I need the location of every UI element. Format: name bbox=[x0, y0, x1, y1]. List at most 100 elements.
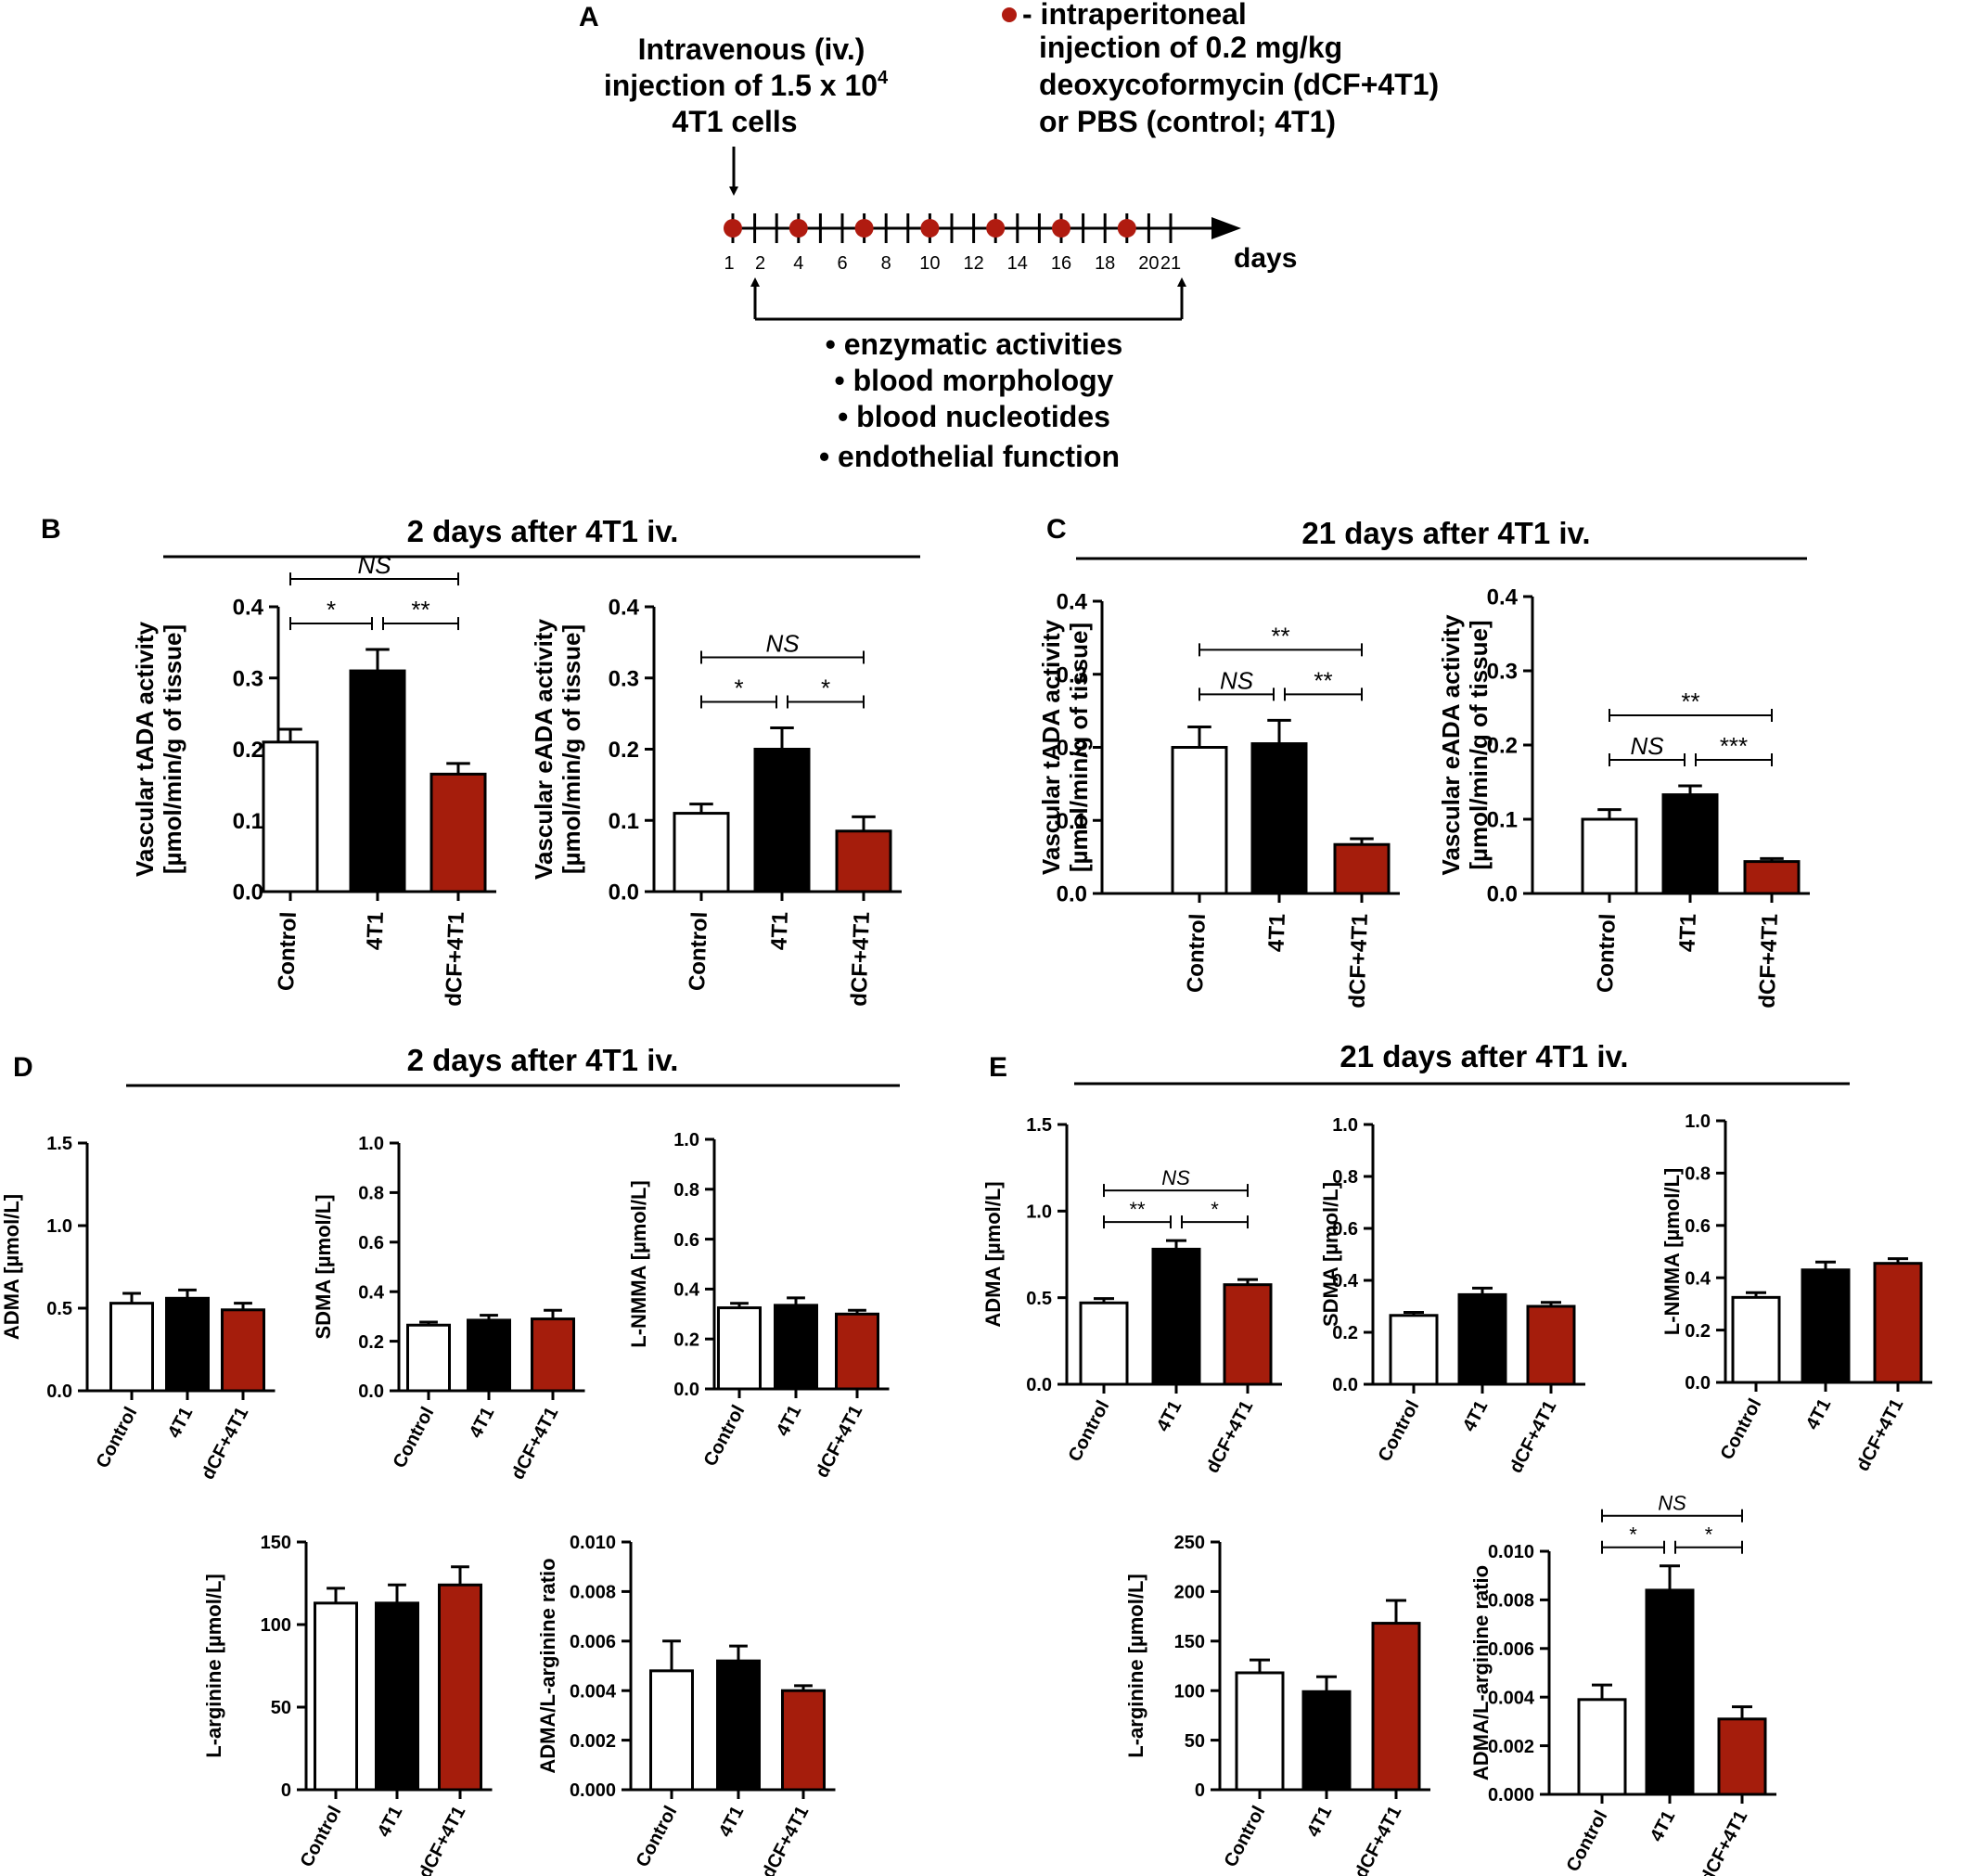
significance-label: ** bbox=[411, 596, 429, 623]
y-axis-label: ADMA [µmol/L] bbox=[0, 1194, 23, 1340]
day-tick-label: 16 bbox=[1051, 253, 1071, 274]
y-tick-label: 0.2 bbox=[673, 1330, 699, 1350]
injection-dot bbox=[854, 219, 874, 238]
measurement-list: • enzymatic activities • blood morpholog… bbox=[819, 328, 1122, 473]
x-tick-label: 4T1 bbox=[715, 1803, 749, 1841]
bar-dcf-4t1 bbox=[1333, 842, 1391, 895]
y-tick-label: 0.0 bbox=[609, 880, 639, 906]
x-tick-label: 4T1 bbox=[1153, 1397, 1186, 1435]
day-tick-label: 10 bbox=[919, 253, 940, 274]
timeline-injection-dots bbox=[724, 219, 1136, 238]
bar-dcf-4t1 bbox=[1526, 1304, 1576, 1386]
y-tick-label: 150 bbox=[1174, 1632, 1205, 1652]
bar-4t1 bbox=[1645, 1588, 1695, 1796]
bar-dcf-4t1 bbox=[1223, 1283, 1273, 1386]
y-axis-label: Vascular eADA activity bbox=[530, 619, 558, 880]
y-tick-label: 0.0 bbox=[233, 880, 263, 906]
y-tick-label: 0.5 bbox=[46, 1299, 72, 1319]
significance-label: NS bbox=[1630, 732, 1664, 760]
bar-dcf-4t1 bbox=[1873, 1262, 1923, 1384]
chart-e-larginine: 0 50 100 150 200 250 Control 4T1 dCF+4T1 L-argini… bbox=[1124, 1533, 1430, 1876]
bar-control bbox=[1577, 1698, 1627, 1796]
y-tick-label: 0.6 bbox=[358, 1233, 384, 1253]
y-tick-label: 0.1 bbox=[1057, 809, 1087, 834]
days-label: days bbox=[1234, 243, 1297, 274]
x-tick-label: dCF+4T1 bbox=[507, 1404, 562, 1483]
x-tick-label: 4T1 bbox=[374, 1803, 407, 1841]
panel-a: A Intravenous (iv.) injection of 1.5 x 1… bbox=[579, 0, 1439, 473]
section-c-header: C 21 days after 4T1 iv. bbox=[1046, 514, 1807, 560]
section-d-title: 2 days after 4T1 iv. bbox=[407, 1043, 679, 1077]
bar-control bbox=[1389, 1314, 1439, 1386]
section-e-header: E 21 days after 4T1 iv. bbox=[989, 1039, 1850, 1086]
bar-4t1 bbox=[1301, 1690, 1352, 1792]
y-axis-label: Vascular eADA activity bbox=[1437, 614, 1465, 875]
bar-control bbox=[1581, 817, 1638, 895]
y-tick-label: 0.2 bbox=[609, 738, 639, 763]
chart-c-tada: 0.0 0.1 0.2 0.3 0.4 Control 4T1 dCF+4T1 Vascular… bbox=[1037, 590, 1400, 1009]
x-tick-label: 4T1 bbox=[1647, 1807, 1680, 1845]
bar-dcf-4t1 bbox=[781, 1689, 826, 1792]
y-tick-label: 0.6 bbox=[1332, 1219, 1358, 1240]
bar-dcf-4t1 bbox=[835, 1312, 879, 1391]
bar-control bbox=[1079, 1301, 1129, 1386]
day-tick-label: 20 bbox=[1138, 253, 1159, 274]
bar-dcf-4t1 bbox=[1743, 860, 1801, 895]
y-tick-label: 1.5 bbox=[46, 1134, 72, 1154]
injection-dot bbox=[986, 219, 1006, 238]
y-tick-label: 0.4 bbox=[1057, 590, 1088, 615]
iv-line-3: 4T1 cells bbox=[672, 105, 797, 138]
y-axis-label: SDMA [µmol/L] bbox=[312, 1194, 335, 1339]
measurement-item: • endothelial function bbox=[819, 440, 1120, 473]
measurement-item: • blood nucleotides bbox=[838, 400, 1110, 433]
significance-label: ** bbox=[1129, 1198, 1146, 1221]
y-tick-label: 100 bbox=[261, 1615, 291, 1636]
ip-injection-text: - intraperitoneal injection of 0.2 mg/kg… bbox=[1022, 0, 1439, 138]
y-tick-label: 0.2 bbox=[1332, 1323, 1358, 1343]
y-tick-label: 0.0 bbox=[1487, 882, 1518, 907]
bar-dcf-4t1 bbox=[1371, 1622, 1421, 1792]
ip-line-2: injection of 0.2 mg/kg bbox=[1039, 31, 1342, 64]
significance-label: * bbox=[821, 674, 830, 701]
x-tick-label: dCF+4T1 bbox=[1697, 1807, 1751, 1876]
x-tick-label: Control bbox=[1221, 1803, 1270, 1870]
x-tick-label: dCF+4T1 bbox=[1202, 1397, 1257, 1476]
y-tick-label: 1.0 bbox=[673, 1130, 699, 1150]
significance-label: *** bbox=[1720, 732, 1748, 760]
injection-dot bbox=[1117, 219, 1136, 238]
bar-4t1 bbox=[1801, 1268, 1851, 1384]
bar-4t1 bbox=[349, 669, 406, 893]
y-tick-label: 0.006 bbox=[570, 1632, 616, 1652]
y-tick-label: 0.4 bbox=[233, 596, 264, 621]
section-b-header: B 2 days after 4T1 iv. bbox=[41, 514, 920, 559]
y-tick-label: 50 bbox=[271, 1698, 291, 1718]
day-tick-label: 1 bbox=[724, 253, 734, 274]
chart-e-lnmma: 0.0 0.2 0.4 0.6 0.8 1.0 Control 4T1 dCF+4T1 L-NMM… bbox=[1660, 1111, 1932, 1474]
bar-control bbox=[314, 1601, 358, 1792]
timeline-day-labels: 1 2 4 6 8 10 12 14 16 18 20 21 bbox=[724, 253, 1181, 274]
chart-d-adma: 0.0 0.5 1.0 1.5 Control 4T1 dCF+4T1 ADMA [µmol/… bbox=[0, 1134, 276, 1483]
bar-4t1 bbox=[375, 1601, 419, 1792]
bar-4t1 bbox=[467, 1318, 511, 1393]
x-tick-label: 4T1 bbox=[466, 1404, 499, 1442]
x-tick-label: dCF+4T1 bbox=[1344, 913, 1373, 1009]
ip-line-4: or PBS (control; 4T1) bbox=[1039, 105, 1336, 138]
x-tick-label: dCF+4T1 bbox=[441, 911, 469, 1007]
day-tick-label: 6 bbox=[837, 253, 847, 274]
y-tick-label: 0.3 bbox=[233, 666, 263, 691]
y-tick-label: 200 bbox=[1174, 1583, 1205, 1603]
x-tick-label: 4T1 bbox=[773, 1402, 806, 1440]
y-axis-label: ADMA [µmol/L] bbox=[981, 1181, 1005, 1327]
x-tick-label: Control bbox=[1065, 1397, 1114, 1465]
y-tick-label: 0.000 bbox=[1488, 1785, 1534, 1805]
injection-dot bbox=[920, 219, 940, 238]
y-tick-label: 0.2 bbox=[1685, 1321, 1711, 1342]
x-tick-label: dCF+4T1 bbox=[415, 1803, 469, 1876]
panel-letter-b: B bbox=[41, 514, 61, 545]
y-tick-label: 0.0 bbox=[46, 1381, 72, 1402]
significance-label: ** bbox=[1681, 687, 1699, 715]
bar-dcf-4t1 bbox=[1717, 1717, 1767, 1796]
bar-4t1 bbox=[716, 1659, 761, 1792]
bar-dcf-4t1 bbox=[531, 1317, 575, 1393]
injection-dot bbox=[724, 219, 742, 238]
